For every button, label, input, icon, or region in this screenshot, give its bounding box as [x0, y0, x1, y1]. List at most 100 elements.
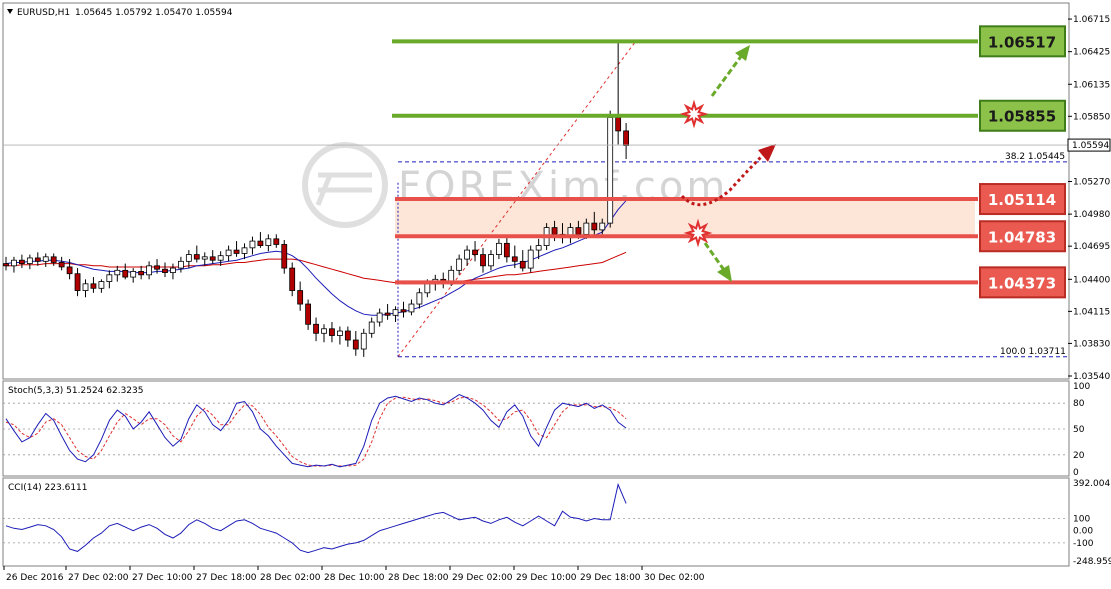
- candle: [329, 322, 335, 343]
- candle: [170, 263, 176, 280]
- fibo-100-label: 100.0 1.03711: [1000, 347, 1066, 357]
- stoch-tick-label: 100: [1073, 382, 1090, 392]
- breakout-star-bottom: [683, 218, 713, 248]
- candle: [360, 328, 367, 357]
- candle: [217, 251, 224, 266]
- candle: [297, 281, 304, 311]
- stoch-tick-label: 20: [1073, 451, 1085, 461]
- cci-panel-frame: [2, 477, 1070, 567]
- candle: [384, 304, 391, 320]
- candle: [416, 288, 423, 309]
- candle: [34, 252, 41, 266]
- stoch-signal-line: [5, 396, 627, 467]
- candle: [193, 245, 200, 263]
- stoch-main-line: [5, 394, 627, 468]
- candle: [177, 256, 184, 273]
- candle: [162, 262, 168, 278]
- forecast-arrows: [679, 45, 776, 282]
- candle: [122, 263, 129, 280]
- candle: [495, 238, 502, 260]
- candle: [599, 218, 606, 235]
- candle: [305, 299, 312, 330]
- time-tick-label: 28 Dec 18:00: [388, 573, 449, 583]
- candle: [225, 245, 232, 262]
- cci-tick-label: 100: [1073, 515, 1090, 525]
- time-tick-label: 28 Dec 02:00: [260, 573, 321, 583]
- bear-arrow-head: [717, 265, 732, 282]
- ma-slow-line: [6, 251, 627, 285]
- time-tick-label: 28 Dec 10:00: [324, 573, 385, 583]
- price-tick-label: 1.03540: [1073, 372, 1110, 382]
- candle: [344, 326, 351, 347]
- price-tick-label: 1.06715: [1073, 15, 1110, 25]
- candle: [456, 254, 463, 275]
- candle: [607, 110, 614, 228]
- price-tick-label: 1.04115: [1073, 307, 1110, 317]
- resistance-2-badge: [979, 25, 1066, 58]
- price-tick-label: 1.04400: [1073, 275, 1110, 285]
- breakout-star-top: [679, 99, 709, 129]
- price-tick-label: 1.04980: [1073, 210, 1110, 220]
- candle: [42, 253, 49, 267]
- time-tick-label: 27 Dec 10:00: [132, 573, 193, 583]
- candle: [114, 265, 121, 282]
- candle: [58, 256, 65, 271]
- candle: [472, 241, 478, 262]
- cci-panel: 392.0047 100 0.00 -100 -248.9595: [3, 479, 1111, 567]
- price-tick-label: 1.03830: [1073, 339, 1110, 349]
- candle: [336, 326, 343, 345]
- candle: [313, 317, 319, 342]
- candle: [257, 232, 264, 248]
- time-tick-label: 27 Dec 18:00: [196, 573, 257, 583]
- time-tick-label: 29 Dec 10:00: [516, 573, 577, 583]
- bounce-arrow-head: [758, 144, 776, 162]
- symbol-label: EURUSD,H1: [17, 8, 70, 18]
- current-price-box: [1067, 138, 1111, 152]
- candle: [201, 252, 208, 266]
- cci-tick-label: 392.0047: [1073, 479, 1111, 489]
- candle: [241, 243, 248, 260]
- time-tick-label: 27 Dec 02:00: [68, 573, 129, 583]
- time-tick-label: 29 Dec 18:00: [580, 573, 641, 583]
- symbol-dropdown-icon[interactable]: [7, 9, 13, 14]
- bounce-arrow-line: [680, 152, 766, 207]
- candle: [154, 259, 160, 274]
- price-axis: 1.06715 1.06425 1.06135 1.05850 1.05270 1.049…: [3, 15, 1111, 382]
- stoch-label: Stoch(5,3,3) 51.2524 62.3235: [8, 386, 143, 396]
- candle: [66, 259, 73, 280]
- candle: [249, 236, 256, 255]
- price-tick-label: 1.06135: [1073, 80, 1110, 90]
- cci-tick-label: 0.00: [1073, 527, 1093, 537]
- stoch-tick-label: 80: [1073, 399, 1085, 409]
- price-tick-label: 1.04695: [1073, 242, 1110, 252]
- candle: [233, 241, 240, 257]
- candle: [289, 262, 296, 297]
- price-tick-label: 1.06425: [1073, 48, 1110, 58]
- candle: [480, 247, 486, 273]
- fibo-layer: 38.2 1.05445 100.0 1.03711: [397, 40, 1068, 358]
- candle: [185, 250, 192, 269]
- stoch-tick-label: 50: [1073, 425, 1085, 435]
- candle: [400, 301, 407, 318]
- resistance-1-label: 1.05855: [988, 108, 1056, 126]
- time-tick-label: 26 Dec 2016: [6, 573, 64, 583]
- stoch-tick-label: 0: [1073, 468, 1079, 478]
- candle: [146, 261, 153, 280]
- support-3-label: 1.04373: [988, 274, 1056, 292]
- candle: [464, 245, 471, 266]
- candle: [527, 245, 534, 273]
- candle: [11, 256, 17, 273]
- fibo-38-label: 38.2 1.05445: [1005, 152, 1065, 162]
- candle: [50, 253, 57, 266]
- candle: [392, 306, 399, 323]
- candle: [3, 256, 9, 271]
- stoch-panel-frame: [2, 380, 1070, 477]
- support-zone-layer: [395, 199, 975, 237]
- bear-arrow-line: [703, 242, 726, 271]
- bull-arrow-head: [735, 45, 750, 61]
- support-1-label: 1.05114: [988, 191, 1056, 209]
- price-tick-label: 1.05270: [1073, 178, 1110, 188]
- time-tick-label: 30 Dec 02:00: [644, 573, 705, 583]
- resistance-1-badge: [979, 99, 1066, 132]
